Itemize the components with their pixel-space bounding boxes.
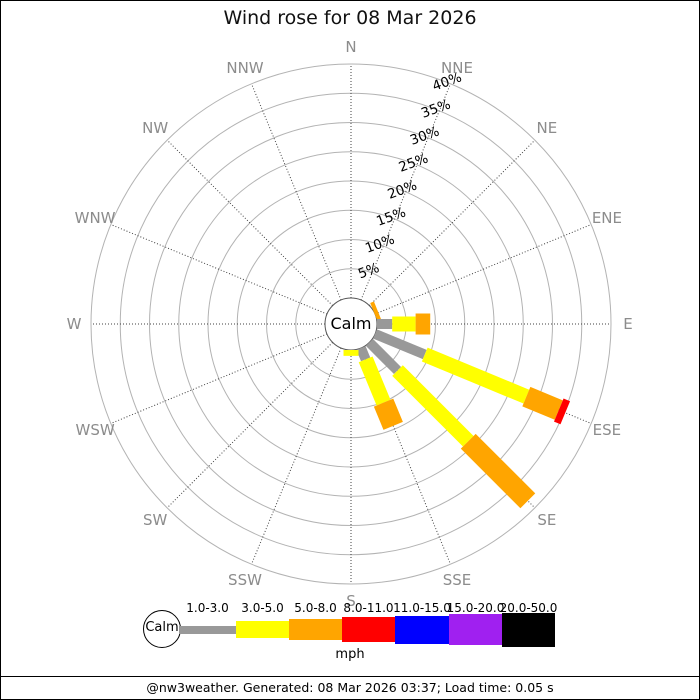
bar-segment-1.0-3.0 [365,338,402,375]
legend-bin-swatch-3.0-5.0 [236,621,289,638]
grid-ring-10 [266,239,436,409]
ring-label-30: 30% [408,123,442,148]
legend-bin-swatch-8.0-11.0 [342,617,395,642]
compass-label-NNE: NNE [441,59,473,77]
spoke-NNW [251,83,342,301]
direction-bar-E [376,313,431,335]
compass-label-NE: NE [537,119,558,137]
compass-label-WNW: WNW [75,209,116,227]
bar-segment-5.0-8.0 [415,313,431,335]
direction-bar-SE [365,338,536,509]
bar-segment-3.0-5.0 [392,365,474,447]
compass-label-ENE: ENE [592,209,622,227]
legend-bin-label-11.0-15.0: 11.0-15.0 [393,601,451,615]
compass-label-W: W [67,315,82,333]
ring-label-20: 20% [386,177,420,202]
spoke-ENE [374,224,592,315]
compass-label-NW: NW [142,119,168,137]
units-label: mph [335,647,365,662]
grid-ring-25 [178,151,524,497]
bar-segment-5.0-8.0 [522,386,563,420]
spoke-NW [166,139,333,306]
legend-bin-label-3.0-5.0: 3.0-5.0 [241,601,284,615]
grid-ring-30 [149,122,553,526]
compass-label-SSW: SSW [228,571,262,589]
compass-label-NNW: NNW [226,59,263,77]
bar-segment-8.0-11.0 [553,398,571,425]
legend-bin-label-5.0-8.0: 5.0-8.0 [294,601,337,615]
bar-segment-1.0-3.0 [356,346,371,362]
spoke-SW [166,342,333,509]
ring-label-15: 15% [374,204,408,229]
spoke-SSW [251,347,342,565]
direction-bar-NE [370,301,382,323]
bar-segment-5.0-8.0 [373,398,403,430]
compass-label-ESE: ESE [593,421,621,439]
calm-label: Calm [330,314,371,333]
ring-label-5: 5% [356,260,382,282]
legend-bin-swatch-20.0-50.0 [502,612,555,647]
spoke-NE [369,139,536,306]
compass-label-SSE: SSE [443,571,472,589]
legend-bin-swatch-15.0-20.0 [449,614,502,645]
legend-bin-label-15.0-20.0: 15.0-20.0 [446,601,505,615]
compass-label-E: E [623,315,632,333]
legend-bin-swatch-5.0-8.0 [289,619,342,640]
bar-segment-3.0-5.0 [343,350,359,356]
legend-bin-swatch-1.0-3.0 [179,625,236,634]
legend-bin-label-8.0-11.0: 8.0-11.0 [343,601,394,615]
ring-label-35: 35% [419,96,453,121]
bar-segment-1.0-3.0 [376,319,393,329]
legend-bin-swatch-11.0-15.0 [395,615,449,644]
ring-label-10: 10% [363,231,397,256]
bar-segment-3.0-5.0 [392,316,416,332]
compass-label-S: S [346,592,356,610]
spoke-WNW [110,224,328,315]
bar-segment-1.0-3.0 [373,329,427,360]
footer-text: @nw3weather. Generated: 08 Mar 2026 03:3… [1,676,699,699]
legend-calm-circle: Calm [143,610,181,648]
direction-bar-SSE [356,346,403,430]
legend-bin-label-20.0-50.0: 20.0-50.0 [499,601,558,615]
compass-label-SE: SE [537,511,556,529]
grid-ring-40 [90,63,612,585]
bar-segment-5.0-8.0 [460,433,536,509]
spoke-WSW [110,333,328,424]
compass-label-N: N [345,38,356,56]
direction-bar-S [343,350,359,356]
direction-bar-ESE [373,329,571,425]
bar-segment-3.0-5.0 [421,347,530,404]
page-title: Wind rose for 08 Mar 2026 [223,7,477,29]
legend-bin-label-1.0-3.0: 1.0-3.0 [186,601,229,615]
compass-label-SW: SW [143,511,168,529]
spoke-NNE [360,83,451,301]
bar-segment-3.0-5.0 [358,356,391,406]
bar-segment-5.0-8.0 [370,301,382,323]
compass-label-WSW: WSW [75,421,114,439]
